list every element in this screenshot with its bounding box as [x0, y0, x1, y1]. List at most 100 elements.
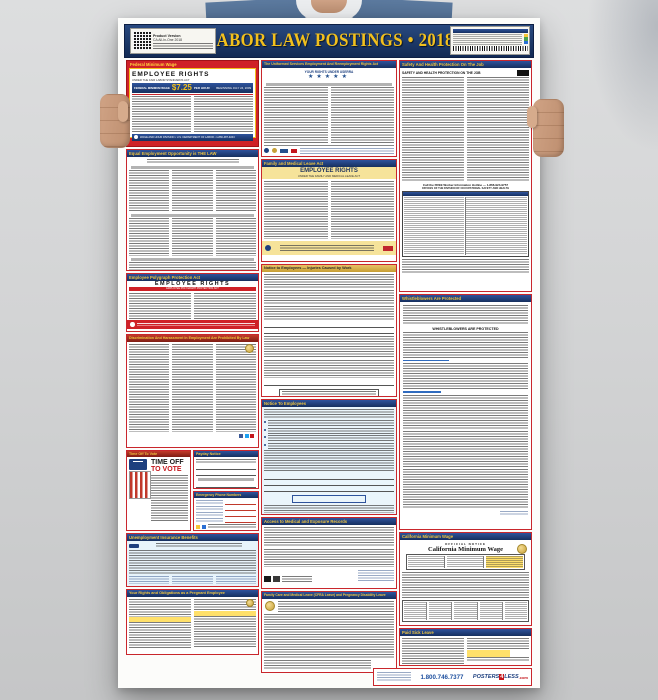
form-line: [196, 482, 256, 488]
text-block: [358, 570, 394, 582]
text-block: [402, 259, 529, 273]
section-whistleblowers: Whistleblowers Are Protected WHISTLEBLOW…: [399, 294, 532, 530]
unemployment-footer-row: [129, 576, 256, 584]
text-block: [264, 450, 394, 472]
text-column: [132, 96, 191, 132]
highlighted-text: [467, 650, 511, 657]
bullet-icon: [264, 443, 266, 446]
polygraph-text: [127, 291, 258, 320]
text-block: [196, 518, 223, 522]
twitter-icon: [244, 434, 249, 438]
ballot-box-icon: [129, 459, 147, 470]
vote-line1: TIME OFF: [151, 459, 184, 466]
text-column: [194, 599, 256, 651]
safety-text: [402, 77, 529, 181]
vote-body: TIME OFF TO VOTE: [127, 457, 190, 523]
text-column: [129, 576, 170, 584]
text-block: [129, 262, 256, 270]
fed-wage-effective: BEGINNING JULY 24, 2009: [216, 85, 251, 90]
form-row: [196, 500, 256, 505]
userra-body: YOUR RIGHTS UNDER USERRA ★★★★★: [262, 68, 396, 156]
fed-wage-subheading: UNDER THE FAIR LABOR STANDARDS ACT: [132, 77, 190, 82]
hyperlink-line: [403, 391, 441, 393]
section-tab: Paid Sick Leave: [400, 629, 531, 636]
section-ca-min-wage: California Minimum Wage OFFICIAL NOTICE …: [399, 532, 532, 626]
safety-heading: SAFETY AND HEALTH PROTECTION ON THE JOB: [402, 71, 481, 75]
ballot-slot: [133, 461, 143, 463]
fmla-text: [262, 179, 396, 241]
text-block: [194, 616, 256, 648]
barcode-icon: [452, 46, 528, 51]
text-block: [264, 527, 394, 547]
text-block: [264, 409, 394, 418]
safety-body: SAFETY AND HEALTH PROTECTION ON THE JOB …: [400, 68, 531, 275]
compliance-label: [450, 26, 530, 55]
form-line: [264, 380, 394, 386]
eeo-text-row: [129, 170, 256, 212]
text-block: [282, 576, 312, 582]
section-tab: Family Care and Medical Leave (CFRA Leav…: [262, 592, 396, 599]
fed-wage-heading: EMPLOYEE RIGHTS: [132, 70, 210, 78]
text-block: [196, 506, 223, 510]
table-cell: [408, 556, 446, 568]
logo-rect-icon: [291, 148, 297, 153]
form-row: [196, 518, 256, 523]
text-block: [467, 657, 529, 662]
text-block: [403, 394, 528, 429]
text-block: [264, 360, 394, 378]
text-block: [264, 306, 394, 320]
yellow-square-icon: [523, 33, 528, 37]
ca-min-wage-body: OFFICIAL NOTICE California Minimum Wage: [400, 540, 531, 624]
section-access-records: Access to Medical and Exposure Records: [261, 517, 397, 589]
text-column: [172, 218, 213, 256]
form-line: [264, 474, 394, 480]
text-column: [129, 218, 170, 256]
notice-box: [292, 495, 366, 503]
fed-wage-label: FEDERAL MINIMUM WAGE: [134, 85, 170, 90]
text-block: [268, 435, 394, 441]
text-block: [264, 614, 394, 658]
text-block: [403, 430, 528, 467]
text-block: [403, 332, 528, 358]
chin: [311, 0, 347, 13]
text-block: [268, 442, 394, 449]
text-column: [172, 344, 213, 432]
section-fmla: Family and Medical Leave Act EMPLOYEE RI…: [261, 159, 397, 262]
text-block: [278, 601, 394, 612]
text-block: [208, 524, 256, 529]
section-tab: Emergency Phone Numbers: [194, 492, 258, 498]
section-tab: Equal Employment Opportunity is THE LAW: [127, 150, 258, 157]
edd-logo-icon: [129, 543, 139, 548]
section-edd-notice: Notice To Employees: [261, 399, 397, 515]
whd-logo-icon: [130, 322, 135, 327]
product-version-label: Product Version CA All-In-One 2018: [130, 28, 216, 54]
flag-stripes-icon: [129, 471, 151, 499]
text-column: [194, 292, 256, 319]
ballot-illustration: [129, 459, 151, 521]
form-line: [264, 322, 394, 328]
section-tab: Safety And Health Protection On The Job: [400, 61, 531, 68]
emergency-footer: [196, 524, 256, 529]
brand-footer-bar: 1.800.746.7377 POSTERS 4 LESS .com: [373, 668, 532, 686]
form-line: [225, 512, 256, 517]
list-item: [264, 427, 394, 434]
emergency-body: [194, 498, 258, 530]
access-footer: [264, 570, 394, 582]
text-column: [467, 77, 529, 181]
brand-tld: .com: [518, 674, 528, 680]
highlighted-text: [194, 611, 256, 616]
subsection-bar: [131, 213, 254, 217]
logo-rect-icon: [280, 148, 288, 153]
form-line: [196, 470, 256, 476]
table-cell-highlighted: [485, 556, 523, 568]
youtube-icon: [250, 434, 254, 438]
green-square-icon: [523, 37, 528, 41]
hyperlink-line: [403, 360, 449, 362]
dol-logo-icon: [264, 148, 269, 153]
section-tab: Employee Polygraph Protection Act: [127, 274, 258, 281]
official-notice-label: OFFICIAL NOTICE: [445, 542, 486, 546]
text-block: [268, 420, 394, 426]
text-block: [402, 572, 529, 598]
list-item: [264, 435, 394, 441]
section-pregnant-employee: Your Rights and Obligations as a Pregnan…: [126, 589, 259, 655]
